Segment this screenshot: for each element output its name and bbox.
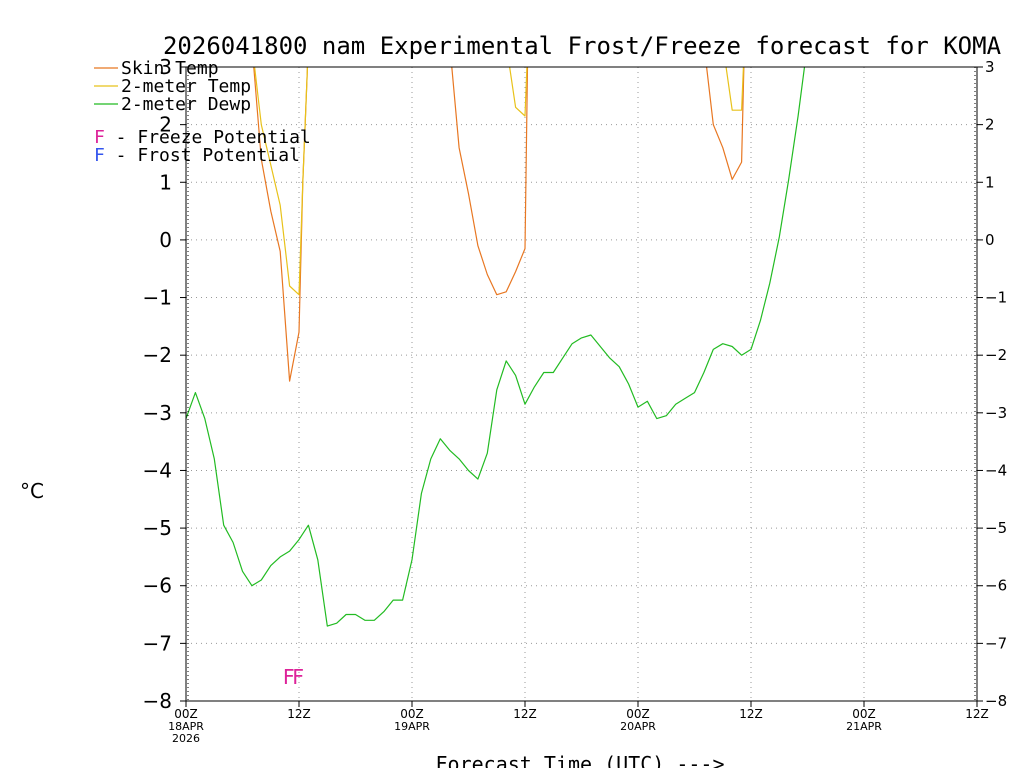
y-tick-label-right: −7: [985, 634, 1007, 652]
y-tick-label-left: −5: [143, 516, 172, 540]
x-tick-date: 20APR: [620, 720, 656, 733]
y-tick-label-right: −3: [985, 404, 1007, 422]
x-tick-label: 00Z: [174, 707, 198, 721]
x-tick-label: 00Z: [626, 707, 650, 721]
t2m-line: [509, 67, 528, 117]
freeze-legend-text: - Freeze Potential: [105, 127, 311, 148]
y-tick-label-right: −6: [985, 577, 1007, 595]
t2m-legend-label: 2-meter Temp: [121, 76, 251, 97]
y-tick-label-left: 0: [159, 228, 172, 252]
chart-title: 2026041800 nam Experimental Frost/Freeze…: [163, 32, 1002, 60]
freeze-marker: F: [283, 665, 295, 689]
y-tick-label-right: −5: [985, 519, 1007, 537]
frost-legend-letter: F: [94, 145, 105, 166]
freeze-legend-letter: F: [94, 127, 105, 148]
grid-lines: [186, 67, 977, 701]
x-tick-label: 00Z: [400, 707, 424, 721]
y-tick-label-right: 3: [985, 58, 995, 76]
y-tick-label-left: 1: [159, 170, 172, 194]
x-tick-year: 2026: [172, 732, 200, 745]
y-tick-label-right: 1: [985, 173, 995, 191]
x-tick-date: 21APR: [846, 720, 882, 733]
skin-line: [253, 67, 309, 382]
freeze-legend: F - Freeze Potential: [94, 127, 311, 148]
frost-legend: F - Frost Potential: [94, 145, 300, 166]
dewp-legend-label: 2-meter Dewp: [121, 94, 251, 115]
t2m-line: [253, 67, 309, 296]
y-tick-label-left: −1: [143, 286, 172, 310]
x-tick-label: 12Z: [287, 707, 311, 721]
y-axis-label: °C: [20, 479, 44, 503]
skin-line: [451, 67, 529, 296]
series-group: [186, 67, 806, 627]
frost-legend-text: - Frost Potential: [105, 145, 300, 166]
y-tick-label-right: −4: [985, 461, 1007, 479]
dewp-line: [186, 67, 806, 627]
x-tick-label: 00Z: [852, 707, 876, 721]
y-tick-label-right: −1: [985, 289, 1007, 307]
x-tick-label: 12Z: [739, 707, 763, 721]
y-tick-label-left: −8: [143, 689, 172, 713]
frost-freeze-markers: FF: [283, 665, 304, 689]
x-axis-label: Forecast Time (UTC) --->: [436, 752, 725, 768]
skin-legend-label: Skin Temp: [121, 58, 219, 79]
y-tick-label-left: −7: [143, 631, 172, 655]
axes: −8 −8 −7 −7 −6 −6 −5 −5 −4 −4 −3 −3 −2 −2 −1 −1 0 0 1 1 2 2 3 3…: [143, 55, 1008, 745]
plot-frame: [185, 66, 978, 702]
y-tick-label-left: −4: [143, 458, 172, 482]
x-tick-date: 19APR: [394, 720, 430, 733]
y-tick-label-left: −2: [143, 343, 172, 367]
y-tick-label-right: 0: [985, 231, 995, 249]
x-tick-label: 12Z: [513, 707, 537, 721]
y-tick-label-left: 3: [159, 55, 172, 79]
t2m-line: [725, 67, 745, 111]
x-tick-date: 18APR: [168, 720, 204, 733]
y-tick-label-right: −8: [985, 692, 1007, 710]
freeze-marker: F: [292, 665, 304, 689]
y-tick-label-right: −2: [985, 346, 1007, 364]
x-tick-label: 12Z: [965, 707, 989, 721]
y-tick-label-left: 2: [159, 113, 172, 137]
y-tick-label-left: −3: [143, 401, 172, 425]
y-tick-label-left: −6: [143, 574, 172, 598]
y-tick-label-right: 2: [985, 116, 995, 134]
skin-line: [705, 67, 745, 180]
